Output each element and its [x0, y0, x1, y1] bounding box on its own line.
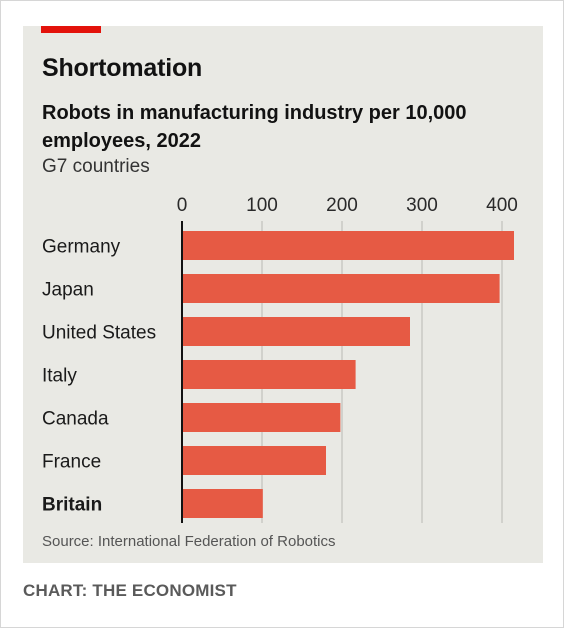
- chart-subtitle-secondary: G7 countries: [42, 156, 150, 177]
- bar: [182, 489, 263, 518]
- category-label: Japan: [42, 280, 94, 301]
- category-label: Britain: [42, 495, 102, 516]
- bar: [182, 231, 514, 260]
- bar: [182, 317, 410, 346]
- x-tick-label: 0: [177, 195, 188, 216]
- chart-credit: CHART: THE ECONOMIST: [23, 581, 237, 600]
- economist-red-tag: [41, 26, 101, 33]
- chart-subtitle: Robots in manufacturing industry per 10,…: [42, 102, 467, 152]
- bar: [182, 274, 500, 303]
- bar-chart: 0 100 200 300 400 Germany Japan United States It…: [42, 195, 518, 523]
- category-label: United States: [42, 323, 156, 344]
- x-tick-label: 300: [406, 195, 438, 216]
- source-note: Source: International Federation of Robo…: [42, 533, 336, 550]
- bar: [182, 360, 356, 389]
- category-label: Italy: [42, 366, 77, 387]
- bar: [182, 446, 326, 475]
- x-tick-label: 100: [246, 195, 278, 216]
- category-label: Germany: [42, 237, 121, 258]
- bar: [182, 403, 341, 432]
- category-label: France: [42, 452, 101, 473]
- chart-title: Shortomation: [42, 54, 203, 82]
- category-label: Canada: [42, 409, 109, 430]
- chart-card: Shortomation Robots in manufacturing ind…: [23, 26, 543, 563]
- x-tick-label: 400: [486, 195, 518, 216]
- x-tick-label: 200: [326, 195, 358, 216]
